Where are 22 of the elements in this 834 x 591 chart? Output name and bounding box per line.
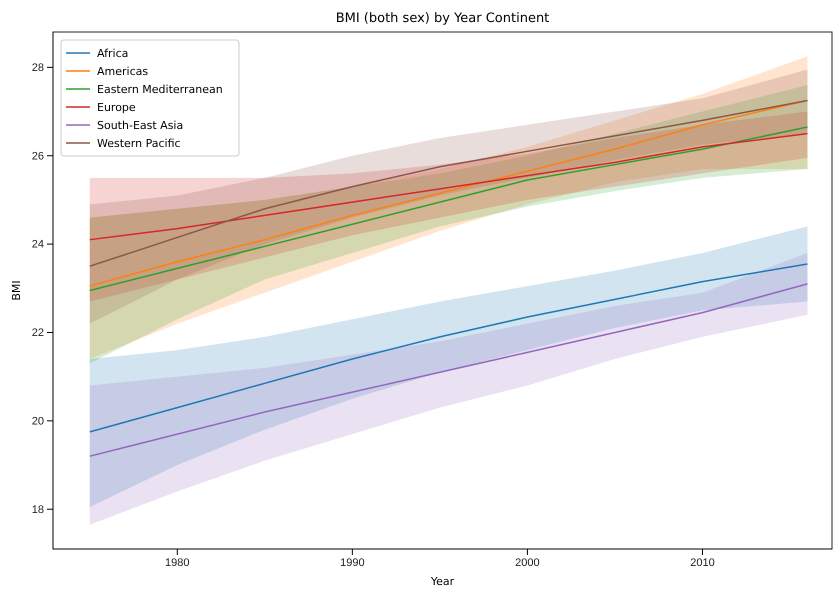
legend-label: Europe — [97, 101, 136, 114]
y-tick-label: 28 — [32, 62, 44, 74]
x-tick-label: 2010 — [690, 556, 715, 569]
x-tick-label: 1980 — [165, 556, 190, 569]
legend-label: Africa — [97, 47, 128, 60]
line-series — [89, 132, 808, 240]
y-tick-label: 18 — [32, 504, 44, 516]
y-tick-label: 20 — [32, 415, 44, 428]
legend-label: Eastern Mediterranean — [97, 83, 223, 96]
line-series — [89, 283, 808, 457]
y-axis-title: BMI — [10, 280, 23, 301]
legend-label: South-East Asia — [97, 119, 184, 132]
line-series — [89, 263, 808, 433]
legend-label: Americas — [97, 65, 148, 78]
chart-title: BMI (both sex) by Year Continent — [336, 11, 550, 26]
y-tick-label: 26 — [32, 150, 44, 162]
x-tick-label: 1990 — [340, 556, 365, 569]
x-tick-label: 2000 — [515, 556, 540, 569]
y-tick-label: 22 — [32, 327, 44, 339]
y-tick-label: 24 — [32, 238, 44, 251]
x-axis-title: Year — [430, 575, 455, 588]
legend-label: Western Pacific — [97, 137, 181, 150]
